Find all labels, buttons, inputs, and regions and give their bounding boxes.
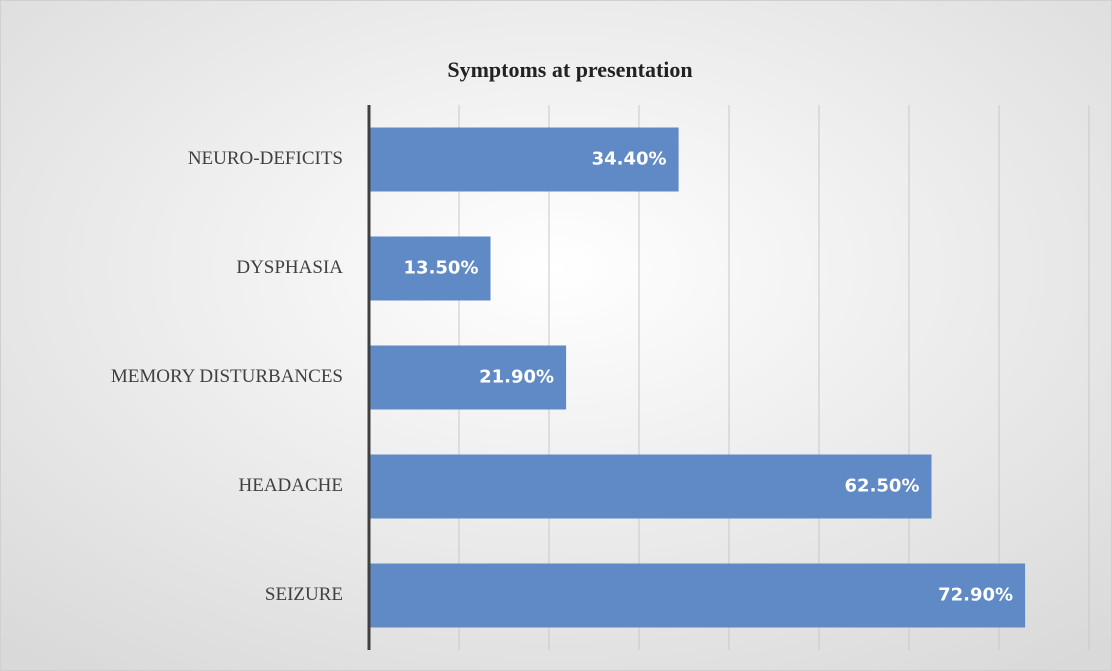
bar — [369, 454, 932, 519]
y-tick-label: HEADACHE — [239, 475, 344, 496]
y-tick-label: DYSPHASIA — [236, 257, 343, 278]
chart-title: Symptoms at presentation — [447, 57, 692, 82]
bar — [369, 127, 679, 192]
data-label: 13.50% — [404, 258, 479, 279]
bar — [369, 236, 491, 301]
data-label: 34.40% — [592, 149, 667, 170]
data-label: 72.90% — [938, 585, 1013, 606]
data-label: 62.50% — [845, 476, 920, 497]
y-tick-label: NEURO-DEFICITS — [188, 148, 343, 169]
data-label: 21.90% — [479, 367, 554, 388]
y-tick-label: MEMORY DISTURBANCES — [111, 366, 343, 387]
bar — [369, 345, 567, 410]
y-tick-label: SEIZURE — [265, 584, 343, 605]
bar — [369, 563, 1026, 628]
